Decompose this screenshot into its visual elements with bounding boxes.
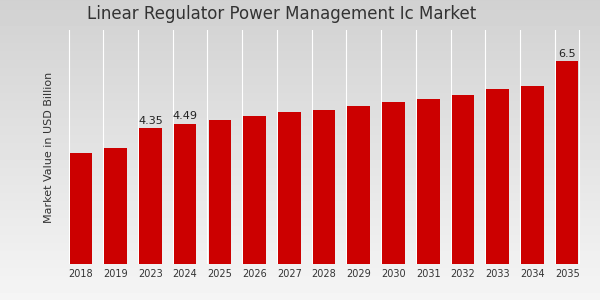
- Text: 6.5: 6.5: [559, 49, 576, 59]
- Bar: [487, 89, 509, 264]
- Bar: [452, 95, 474, 264]
- Title: Linear Regulator Power Management Ic Market: Linear Regulator Power Management Ic Mar…: [87, 5, 476, 23]
- Bar: [139, 128, 161, 264]
- Bar: [278, 112, 301, 264]
- Bar: [521, 85, 544, 264]
- Bar: [313, 110, 335, 264]
- Bar: [209, 120, 231, 264]
- Y-axis label: Market Value in USD Billion: Market Value in USD Billion: [44, 71, 55, 223]
- Bar: [104, 148, 127, 264]
- Bar: [417, 99, 439, 264]
- Bar: [70, 153, 92, 264]
- Text: 4.49: 4.49: [173, 111, 197, 122]
- Bar: [347, 106, 370, 264]
- Bar: [382, 102, 405, 264]
- Text: 4.35: 4.35: [138, 116, 163, 126]
- Bar: [174, 124, 196, 264]
- Bar: [556, 61, 578, 264]
- Bar: [243, 116, 266, 264]
